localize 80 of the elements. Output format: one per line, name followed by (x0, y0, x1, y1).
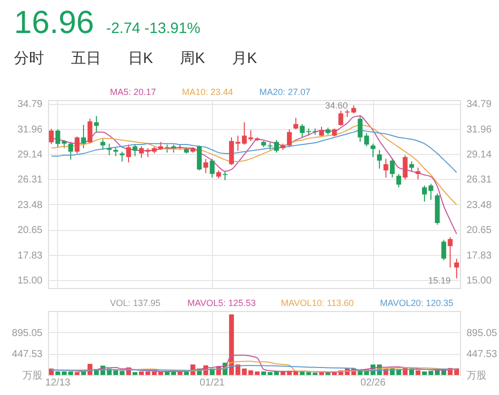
bar (48, 368, 54, 375)
candlestick (448, 236, 453, 268)
y-tick-label: 34.79 (17, 99, 43, 110)
text: MAVOL10: 113.60 (281, 298, 354, 308)
bar (55, 371, 60, 375)
bar (254, 371, 260, 375)
candlestick (338, 110, 344, 126)
x-tick-label: 02/26 (360, 378, 386, 388)
y-tick-label: 26.31 (17, 174, 43, 186)
y-tick-label: 31.96 (17, 124, 43, 136)
bar (68, 371, 74, 375)
y2-tick-label: 29.14 (466, 149, 492, 160)
x-tick-label: 12/13 (45, 378, 71, 388)
candlestick (390, 158, 395, 178)
y2-tick-label: 20.65 (466, 225, 492, 236)
y2-tick-label: 26.31 (466, 174, 492, 186)
candlestick (441, 239, 446, 261)
candlestick (88, 118, 92, 144)
y-tick-label: 895.05 (12, 328, 43, 339)
candlestick (454, 258, 460, 279)
bar (132, 372, 138, 375)
candlestick (286, 128, 292, 148)
y-tick-label: 29.14 (17, 149, 43, 160)
y-tick-label: 17.83 (17, 250, 43, 262)
y2-tick-label: 15.00 (466, 275, 492, 286)
bar (74, 372, 80, 375)
text: 16.96 (14, 4, 94, 41)
candlestick (94, 116, 99, 133)
candlestick (370, 143, 376, 158)
y2-tick-label: 31.96 (466, 124, 492, 136)
candlestick (74, 136, 80, 154)
bar (62, 371, 67, 375)
text: 周K (180, 50, 206, 67)
text: MA5: 20.17 (110, 87, 156, 97)
candlestick (396, 173, 402, 188)
y2-tick-label: 34.79 (466, 99, 492, 110)
text: MA10: 23.44 (182, 87, 234, 97)
text: MA20: 27.07 (259, 87, 310, 97)
annotation: 34.60 (325, 100, 348, 110)
candlestick (106, 143, 112, 156)
text: VOL: 137.95 (110, 298, 161, 308)
bar (184, 371, 189, 375)
candlestick (402, 154, 408, 180)
text: MAVOL5: 125.53 (187, 298, 256, 308)
annotation: 15.19 (428, 275, 451, 286)
y2-tick-label: 895.05 (466, 328, 498, 339)
candlestick (319, 126, 324, 138)
candlestick (100, 138, 106, 150)
y2-tick-label: 23.48 (466, 200, 492, 211)
y-tick-label: 23.48 (17, 200, 43, 211)
y2-tick-label: 万股 (466, 370, 486, 382)
text: 日K (128, 50, 154, 67)
candlestick (416, 167, 420, 180)
candlestick (210, 158, 215, 178)
y-tick-label: 万股 (22, 370, 42, 382)
candlestick (132, 144, 138, 157)
candlestick (81, 124, 86, 149)
candlestick (409, 160, 414, 172)
candlestick (300, 124, 305, 138)
candlestick (68, 141, 74, 160)
bar (300, 371, 305, 375)
y-tick-label: 15.00 (17, 275, 43, 286)
y-tick-label: 447.53 (12, 349, 43, 360)
candlestick (383, 158, 388, 178)
x-tick-label: 01/21 (200, 378, 226, 388)
y2-tick-label: 17.83 (466, 250, 492, 262)
candlestick (48, 128, 54, 145)
candlestick (55, 128, 60, 148)
y-tick-label: 20.65 (17, 225, 43, 236)
text: 月K (232, 50, 258, 67)
candlestick (293, 117, 298, 130)
text: 五日 (71, 50, 101, 67)
candlestick (126, 144, 131, 163)
candlestick (377, 149, 382, 170)
y2-tick-label: 447.53 (466, 349, 498, 360)
text: -2.74 -13.91% (106, 20, 200, 37)
candlestick (196, 144, 202, 171)
text: MAVOL20: 120.35 (380, 298, 454, 308)
bar (416, 370, 420, 375)
text: 分时 (14, 50, 44, 67)
